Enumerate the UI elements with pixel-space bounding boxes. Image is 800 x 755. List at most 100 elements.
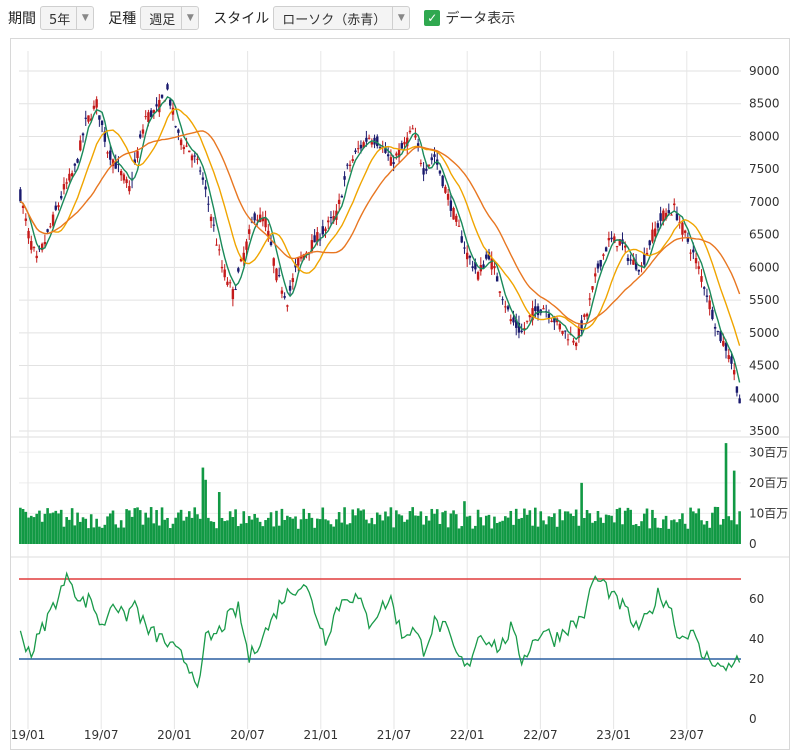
volume-bar <box>727 516 731 544</box>
volume-bar <box>98 526 101 544</box>
volume-bar <box>92 527 96 544</box>
candle-body <box>302 254 305 260</box>
volume-bar <box>569 513 573 544</box>
volume-bar <box>256 517 259 544</box>
candle-body <box>719 331 722 342</box>
candle-body <box>109 150 112 160</box>
volume-bar <box>258 521 262 544</box>
volume-bar <box>196 514 199 544</box>
volume-bar <box>201 467 205 544</box>
volume-bar <box>324 519 327 544</box>
volume-bar <box>160 507 164 544</box>
candle-body <box>476 272 480 280</box>
candle-body <box>133 159 136 164</box>
volume-bar <box>182 520 186 544</box>
candle-body <box>397 149 401 158</box>
volume-bar <box>640 521 643 544</box>
candle-body <box>215 244 218 246</box>
volume-bar <box>697 508 701 544</box>
candle-body <box>504 306 507 308</box>
candle-body <box>337 199 341 205</box>
volume-bar <box>514 508 518 544</box>
candle-body <box>512 317 515 323</box>
candle-body <box>713 326 717 329</box>
checkbox-checked-icon[interactable]: ✓ <box>424 10 441 26</box>
volume-bar <box>422 524 425 544</box>
candle-body <box>209 216 213 222</box>
volume-bar <box>694 513 698 544</box>
candle-body <box>599 259 602 267</box>
candle-body <box>711 309 714 320</box>
candle-body <box>346 164 349 166</box>
volume-bar <box>38 510 41 544</box>
volume-bar <box>482 525 485 544</box>
candle-body <box>444 186 447 193</box>
volume-bar <box>427 520 431 544</box>
price-tick-label: 8500 <box>749 97 780 111</box>
volume-bar <box>632 524 635 544</box>
volume-bar <box>444 510 447 544</box>
candle-body <box>536 306 540 316</box>
candle-body <box>703 287 706 289</box>
volume-bar <box>348 523 352 544</box>
candle-body <box>430 157 433 161</box>
volume-bar <box>692 511 695 544</box>
x-tick-label: 21/01 <box>304 728 339 742</box>
price-tick-label: 7000 <box>749 195 780 209</box>
candle-body <box>286 305 289 307</box>
candle-body <box>515 319 518 328</box>
volume-bar <box>24 511 28 544</box>
candle-body <box>160 94 164 98</box>
volume-bar <box>721 518 725 544</box>
volume-bar <box>119 520 123 544</box>
candle-body <box>27 230 30 239</box>
volume-bar <box>501 520 504 544</box>
volume-bar <box>735 524 739 544</box>
volume-bar <box>166 517 169 544</box>
candle-body <box>506 306 510 310</box>
candle-body <box>81 133 85 136</box>
candle-body <box>465 252 469 260</box>
volume-bar <box>51 512 55 544</box>
candle-body <box>686 237 690 242</box>
candle-body <box>615 246 619 248</box>
volume-bar <box>730 520 733 544</box>
volume-bar <box>106 516 109 544</box>
candle-body <box>49 226 52 228</box>
candle-body <box>574 342 578 347</box>
data-display-toggle[interactable]: ✓ データ表示 <box>424 8 515 28</box>
candle-body <box>648 240 651 246</box>
candle-body <box>147 112 150 123</box>
candle-body <box>193 155 196 157</box>
candle-body <box>408 130 412 133</box>
volume-bar <box>553 513 556 544</box>
candle-body <box>198 170 202 172</box>
volume-bar <box>264 520 267 544</box>
volume-bar <box>283 519 286 544</box>
candle-body <box>722 340 725 346</box>
volume-bar <box>125 509 128 544</box>
candle-body <box>501 299 504 301</box>
candle-body <box>125 179 128 184</box>
candle-body <box>188 150 191 153</box>
candle-body <box>60 195 63 199</box>
candle-body <box>675 213 679 221</box>
candle-body <box>128 186 131 192</box>
volume-bar <box>81 517 85 544</box>
volume-bar <box>155 510 158 544</box>
x-tick-label: 21/07 <box>377 728 412 742</box>
period-value: 5年 <box>49 12 71 28</box>
volume-bar <box>237 526 240 544</box>
candle-body <box>662 210 665 222</box>
volume-bar <box>326 520 330 544</box>
volume-bar <box>577 525 581 544</box>
volume-bar <box>711 512 714 544</box>
stock-chart[interactable]: 9000850080007500700065006000550050004500… <box>11 39 789 749</box>
candle-body <box>351 159 354 162</box>
candle-body <box>493 266 496 269</box>
candle-body <box>487 252 491 260</box>
period-select[interactable]: 5年 ▼ <box>40 6 95 30</box>
bar-type-select[interactable]: 週足 ▼ <box>140 6 200 30</box>
candle-body <box>564 330 567 332</box>
style-select[interactable]: ローソク（赤青） ▼ <box>273 6 411 30</box>
